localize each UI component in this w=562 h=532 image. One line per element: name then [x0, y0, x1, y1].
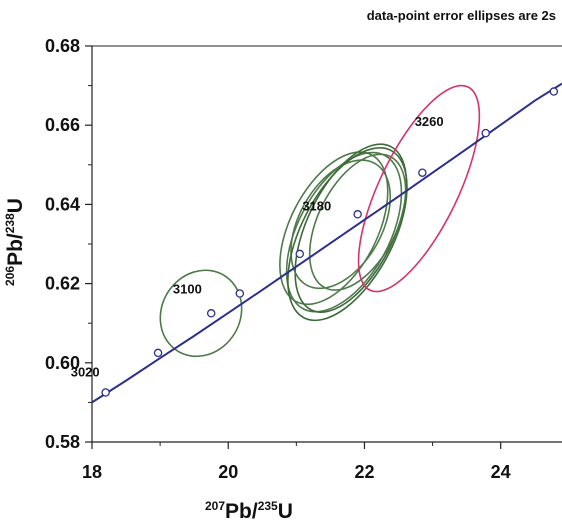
error-ellipse-note: data-point error ellipses are 2s [366, 8, 556, 23]
age-marker [418, 168, 427, 177]
y-title-base1: Pb/ [3, 233, 27, 266]
y-tick-label: 0.58 [45, 432, 80, 452]
age-label: 3180 [302, 198, 331, 213]
x-tick-label: 22 [354, 462, 374, 482]
error-ellipse [308, 153, 407, 291]
y-title-base2: U [3, 198, 27, 214]
error-ellipse [287, 147, 408, 322]
error-ellipse [159, 269, 243, 358]
x-tick-label: 18 [82, 462, 102, 482]
x-title-sup1: 207 [205, 499, 226, 513]
x-title-base2: U [277, 500, 293, 523]
age-marker [206, 309, 216, 318]
age-label: 3100 [173, 282, 202, 297]
concordia-curve [91, 82, 562, 404]
age-label: 3260 [415, 114, 444, 129]
age-marker [481, 128, 490, 138]
age-marker [353, 210, 362, 219]
y-tick-label: 0.64 [45, 194, 80, 214]
y-tick-label: 0.60 [45, 353, 80, 373]
error-ellipse [357, 84, 481, 293]
x-axis-title: 207Pb/235U [205, 500, 293, 524]
age-marker [235, 289, 245, 298]
x-tick-label: 20 [218, 462, 238, 482]
y-tick-label: 0.66 [45, 115, 80, 135]
error-ellipse [279, 151, 389, 306]
y-tick-label: 0.68 [45, 36, 80, 56]
x-tick-label: 24 [491, 462, 511, 482]
y-title-sup1: 206 [2, 265, 17, 286]
y-title-sup2: 238 [2, 213, 17, 234]
age-marker [153, 348, 163, 358]
y-axis-title: 206Pb/238U [2, 198, 28, 286]
y-tick-label: 0.62 [45, 274, 80, 294]
error-ellipse [290, 159, 392, 290]
error-ellipse [294, 143, 408, 313]
age-label: 3020 [71, 365, 100, 380]
x-title-sup2: 235 [257, 499, 278, 513]
age-marker [549, 87, 559, 96]
age-marker [101, 388, 110, 397]
x-title-base1: Pb/ [225, 500, 258, 523]
age-marker [295, 249, 305, 259]
